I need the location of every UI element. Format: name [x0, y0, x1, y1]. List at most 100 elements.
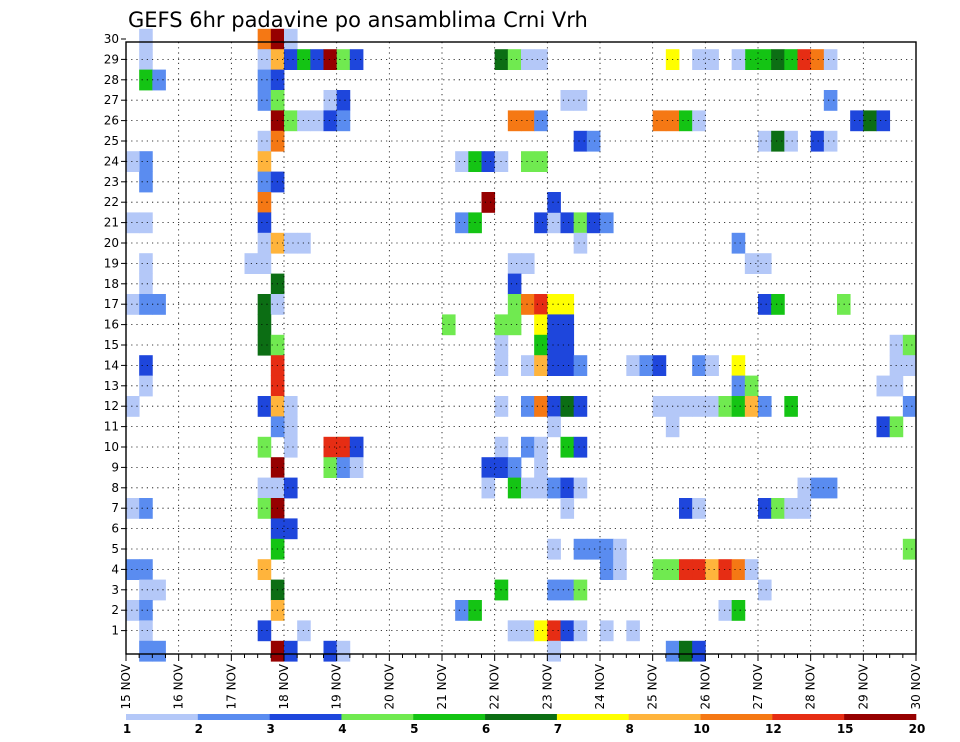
heatmap-cell [507, 294, 522, 315]
x-tick-label: 18 NOV [277, 663, 291, 709]
x-tick-label: 28 NOV [804, 663, 818, 709]
heatmap-cell [744, 375, 759, 397]
heatmap-cell [336, 457, 351, 478]
heatmap-cell [257, 130, 272, 152]
heatmap-cell [257, 477, 272, 499]
heatmap-cell [902, 538, 917, 560]
heatmap-cell [126, 600, 140, 621]
heatmap-cell [573, 477, 588, 499]
heatmap-cell [560, 212, 575, 234]
x-tick-label: 19 NOV [330, 663, 344, 709]
heatmap-cell [257, 294, 272, 315]
heatmap-cell [573, 436, 588, 458]
heatmap-cell [784, 498, 798, 519]
heatmap-cell [534, 620, 548, 642]
heatmap-cell [560, 294, 575, 315]
heatmap-cell [731, 355, 746, 376]
y-tick-label: 24 [104, 154, 119, 168]
heatmap-cell [679, 640, 693, 662]
heatmap-cell [902, 334, 917, 356]
heatmap-cell [455, 151, 469, 172]
y-tick-label: 18 [104, 277, 119, 291]
colorbar-label: 5 [410, 722, 418, 736]
heatmap-cell [771, 49, 785, 70]
heatmap-cell [823, 130, 838, 152]
heatmap-cell [139, 579, 153, 601]
heatmap-cell [547, 355, 561, 376]
heatmap-cell [521, 253, 535, 274]
heatmap-cell [810, 49, 825, 70]
heatmap-cell [270, 640, 285, 662]
heatmap-cell [547, 192, 561, 213]
colorbar-swatch [126, 714, 199, 720]
heatmap-cell [573, 620, 588, 642]
colorbar-label: 20 [909, 722, 926, 736]
heatmap-cell [876, 375, 891, 397]
heatmap-cell [797, 498, 812, 519]
heatmap-cell [257, 49, 272, 70]
heatmap-cell [284, 477, 298, 499]
heatmap-cell [744, 559, 759, 580]
heatmap-cell [139, 600, 153, 621]
colorbar-label: 8 [626, 722, 634, 736]
heatmap-cell [139, 498, 153, 519]
colorbar-swatch [341, 714, 414, 720]
heatmap-cell [823, 90, 838, 111]
heatmap-cell [139, 253, 153, 274]
heatmap-cell [257, 151, 272, 172]
heatmap-cell [257, 620, 272, 642]
heatmap-cell [758, 498, 772, 519]
heatmap-cell [323, 457, 338, 478]
heatmap-cell [534, 151, 548, 172]
heatmap-cell [336, 90, 351, 111]
heatmap-cell [679, 559, 693, 580]
heatmap-cell [139, 375, 153, 397]
y-tick-label: 14 [104, 358, 119, 372]
heatmap-cell [652, 559, 667, 580]
heatmap-cell [507, 620, 522, 642]
x-tick-label: 30 NOV [909, 663, 923, 709]
heatmap-cell [521, 151, 535, 172]
heatmap-cell [560, 314, 575, 336]
y-tick-label: 15 [104, 338, 119, 352]
heatmap-cell [784, 396, 798, 417]
heatmap-cell [573, 212, 588, 234]
heatmap-cell [507, 110, 522, 132]
heatmap-cell [534, 436, 548, 458]
heatmap-cell [547, 396, 561, 417]
heatmap-cell [284, 110, 298, 132]
heatmap-cell [797, 49, 812, 70]
y-tick-label: 29 [104, 52, 119, 66]
heatmap-cell [771, 498, 785, 519]
y-tick-label: 11 [104, 420, 119, 434]
heatmap-cell [784, 49, 798, 70]
heatmap-cell [257, 334, 272, 356]
heatmap-cell [534, 334, 548, 356]
heatmap-cell [573, 355, 588, 376]
heatmap-cell [521, 396, 535, 417]
heatmap-cell [560, 396, 575, 417]
x-axis: 15 NOV 16 NOV 17 NOV 18 NOV 19 NOV 20 NOV 21 N… [119, 654, 923, 710]
heatmap-cell [139, 273, 153, 295]
heatmap-cell [521, 620, 535, 642]
x-tick-label: 29 NOV [856, 663, 870, 709]
heatmap-cell [257, 171, 272, 193]
colorbar-label: 2 [195, 722, 203, 736]
heatmap-cell [547, 640, 561, 662]
heatmap-cell [349, 49, 364, 70]
heatmap-cell [534, 457, 548, 478]
heatmap-cell [613, 538, 627, 560]
heatmap-cell [547, 334, 561, 356]
heatmap-cell [481, 192, 496, 213]
heatmap-cell [758, 130, 772, 152]
heatmap-cell [744, 49, 759, 70]
x-tick-label: 16 NOV [172, 663, 186, 709]
heatmap-cell [534, 294, 548, 315]
colorbar-swatch [772, 714, 845, 720]
x-tick-label: 17 NOV [224, 663, 238, 709]
heatmap-cell [600, 620, 614, 642]
heatmap-cell [718, 559, 733, 580]
y-tick-label: 3 [111, 583, 119, 597]
heatmap-cell [560, 334, 575, 356]
heatmap-cell [534, 355, 548, 376]
